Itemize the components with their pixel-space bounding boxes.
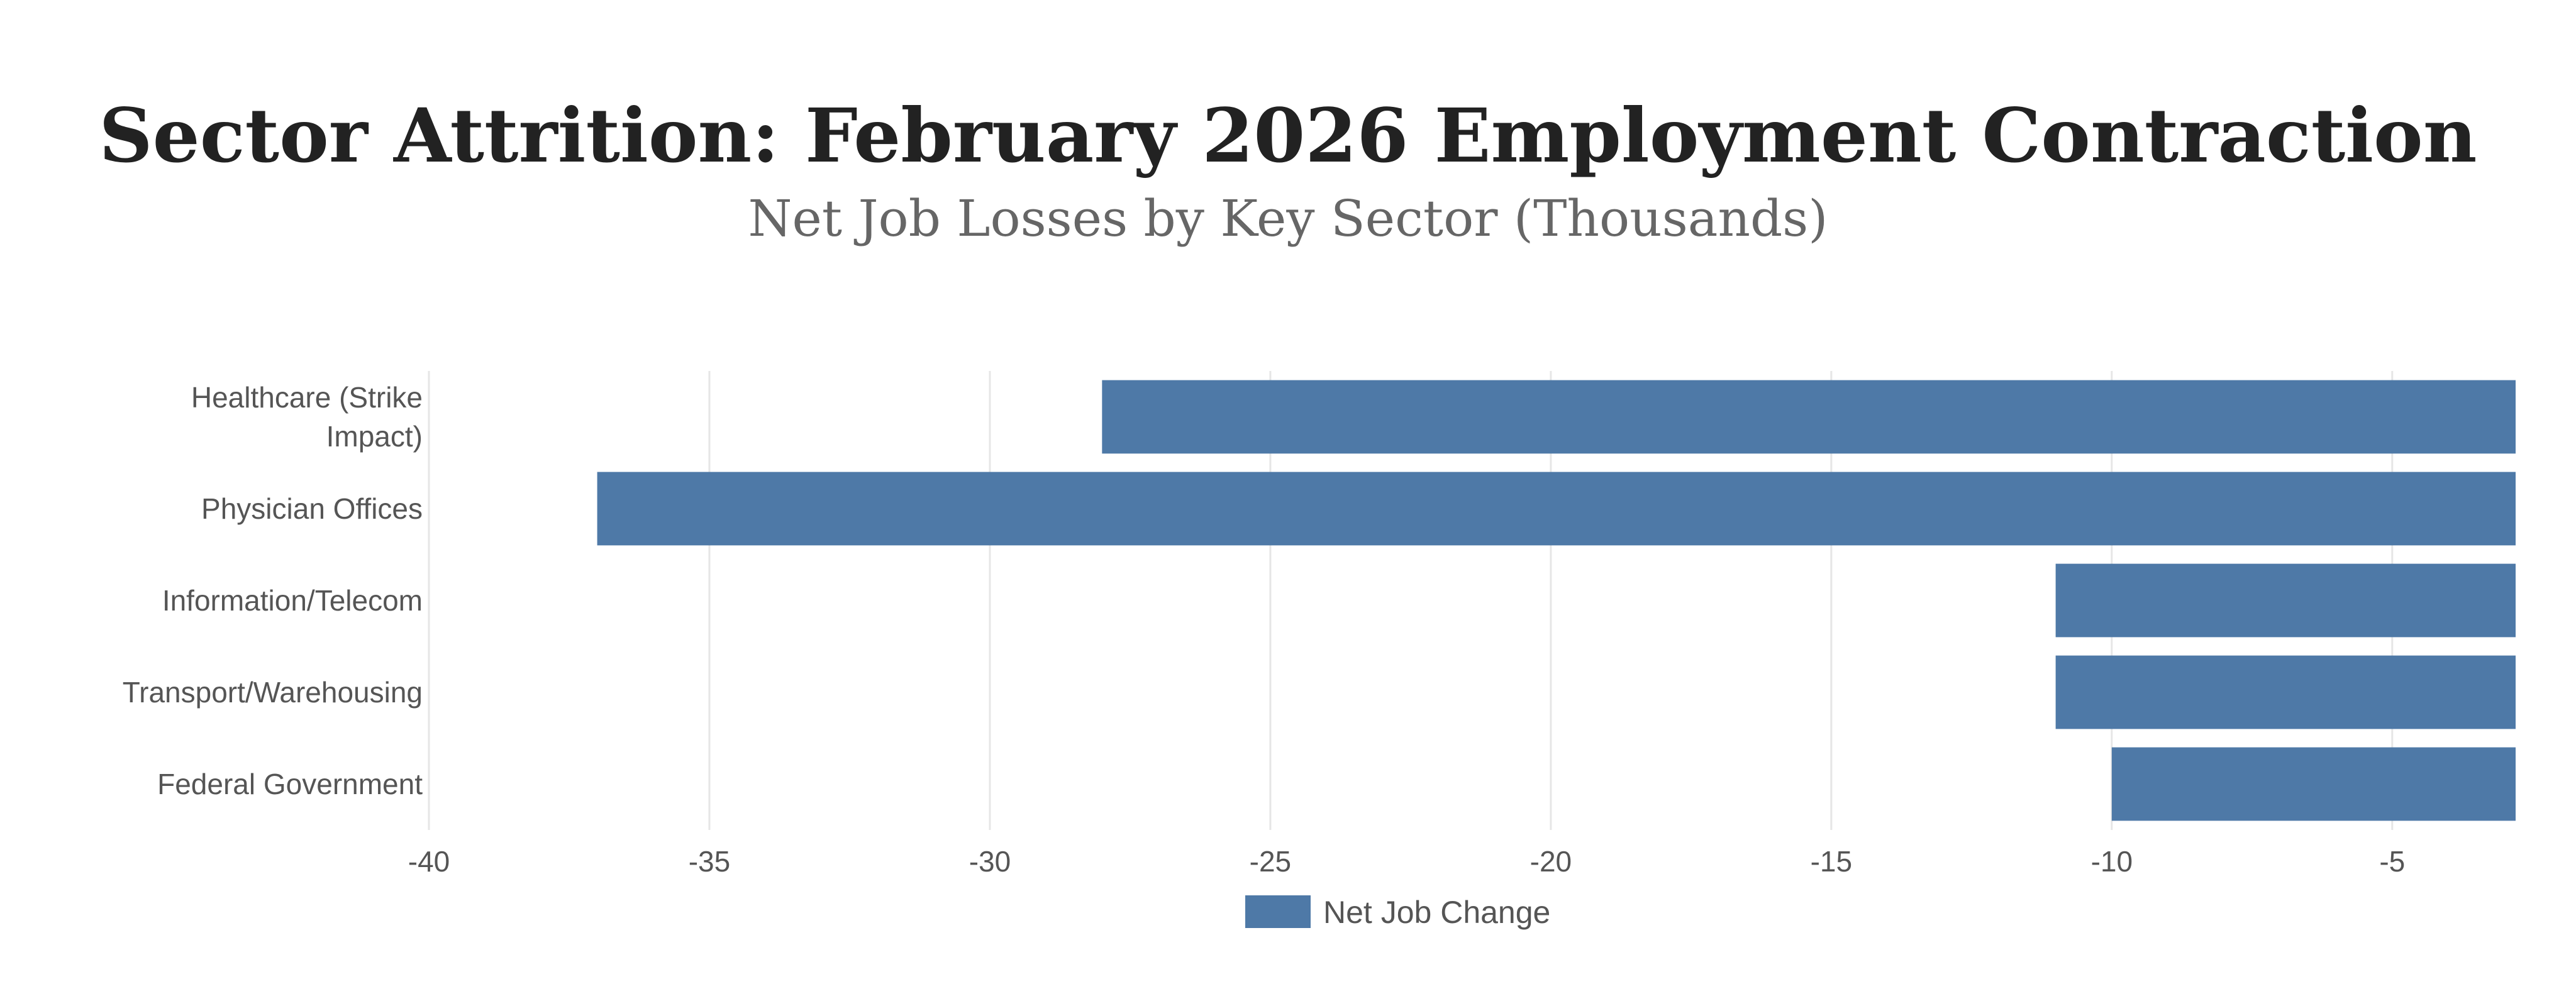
category-label: Transport/Warehousing	[123, 676, 423, 709]
bars	[597, 380, 2516, 821]
bar	[2055, 655, 2516, 729]
x-tick-label: -25	[1250, 845, 1291, 878]
x-axis-ticks: -40 -35 -30 -25 -20 -15 -10 -5	[408, 845, 2405, 878]
legend-swatch	[1245, 895, 1311, 928]
category-label-line: Transport/Warehousing	[123, 676, 423, 709]
category-label: Healthcare (Strike Impact)	[191, 381, 423, 453]
category-label: Federal Government	[157, 768, 423, 800]
x-tick-label: -10	[2091, 845, 2133, 878]
x-tick-label: -30	[969, 845, 1011, 878]
legend-label: Net Job Change	[1323, 895, 1550, 930]
bar	[597, 472, 2516, 546]
x-tick-label: -35	[689, 845, 730, 878]
bar	[2055, 563, 2516, 638]
chart-title: Sector Attrition: February 2026 Employme…	[99, 92, 2477, 179]
category-label-line: Impact)	[326, 420, 423, 453]
x-tick-label: -5	[2379, 845, 2405, 878]
x-tick-label: -15	[1811, 845, 1852, 878]
category-labels: Healthcare (Strike Impact) Physician Offic…	[123, 381, 423, 800]
category-label: Information/Telecom	[162, 584, 423, 617]
category-label-line: Healthcare (Strike	[191, 381, 423, 414]
x-tick-label: -20	[1530, 845, 1572, 878]
category-label-line: Physician Offices	[201, 492, 423, 525]
bar	[2111, 747, 2516, 821]
category-label: Physician Offices	[201, 492, 423, 525]
chart-subtitle: Net Job Losses by Key Sector (Thousands)	[748, 189, 1828, 248]
legend: Net Job Change	[1245, 895, 1550, 930]
category-label-line: Federal Government	[157, 768, 423, 800]
bar	[1102, 380, 2516, 454]
x-tick-label: -40	[408, 845, 450, 878]
category-label-line: Information/Telecom	[162, 584, 423, 617]
